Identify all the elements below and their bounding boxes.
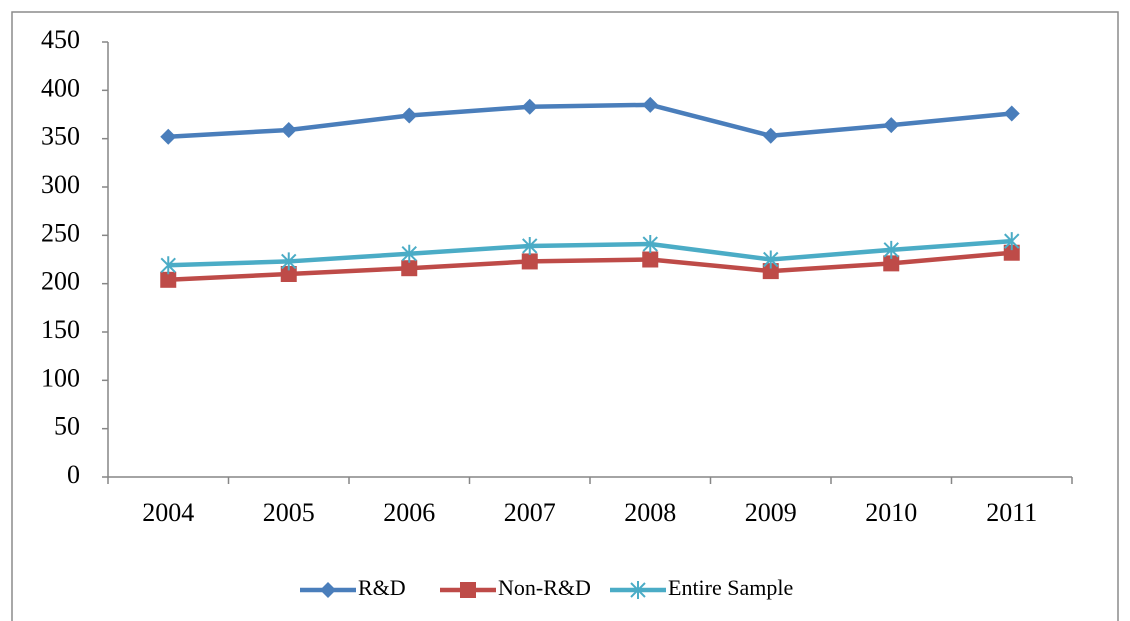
y-tick-label: 400	[41, 73, 80, 102]
series-line	[168, 250, 1012, 283]
x-tick-label: 2005	[263, 498, 315, 527]
y-tick-label: 450	[41, 25, 80, 54]
y-tick-label: 250	[41, 218, 80, 247]
legend-label: Non-R&D	[498, 575, 591, 600]
legend-marker	[460, 582, 476, 598]
y-tick-label: 50	[54, 412, 80, 441]
x-tick-label: 2008	[624, 498, 676, 527]
y-tick-label: 200	[41, 267, 80, 296]
point	[763, 250, 779, 269]
point	[762, 263, 779, 280]
point	[521, 98, 538, 115]
y-tick-label: 0	[67, 460, 80, 489]
x-tick-label: 2010	[865, 498, 917, 527]
series-line	[168, 238, 1012, 268]
point	[762, 127, 779, 144]
series-line	[168, 102, 1012, 139]
point	[401, 260, 418, 277]
y-tick-label: 300	[41, 170, 80, 199]
x-tick-label: 2011	[986, 498, 1037, 527]
point	[1003, 244, 1020, 261]
x-tick-label: 2006	[383, 498, 435, 527]
x-tick-label: 2007	[504, 498, 556, 527]
point	[280, 121, 297, 138]
point	[883, 255, 900, 272]
point	[1003, 105, 1020, 122]
point	[883, 117, 900, 134]
point	[160, 128, 177, 145]
y-tick-label: 350	[41, 122, 80, 151]
point	[521, 253, 538, 270]
legend-marker	[320, 582, 336, 598]
x-tick-label: 2004	[142, 498, 194, 527]
legend-marker	[630, 581, 646, 599]
point	[642, 235, 658, 254]
point	[883, 240, 899, 259]
point	[642, 96, 659, 113]
y-tick-label: 150	[41, 315, 80, 344]
point	[160, 256, 176, 275]
point	[522, 236, 538, 255]
point	[160, 271, 177, 288]
point	[401, 244, 417, 263]
chart-frame	[11, 11, 1119, 621]
point	[642, 251, 659, 268]
point	[1004, 232, 1020, 251]
point	[281, 252, 297, 271]
y-tick-label: 100	[41, 363, 80, 392]
point	[280, 266, 297, 282]
point	[401, 107, 418, 124]
legend-label: Entire Sample	[668, 575, 793, 600]
x-tick-label: 2009	[745, 498, 797, 527]
legend-label: R&D	[358, 575, 406, 600]
